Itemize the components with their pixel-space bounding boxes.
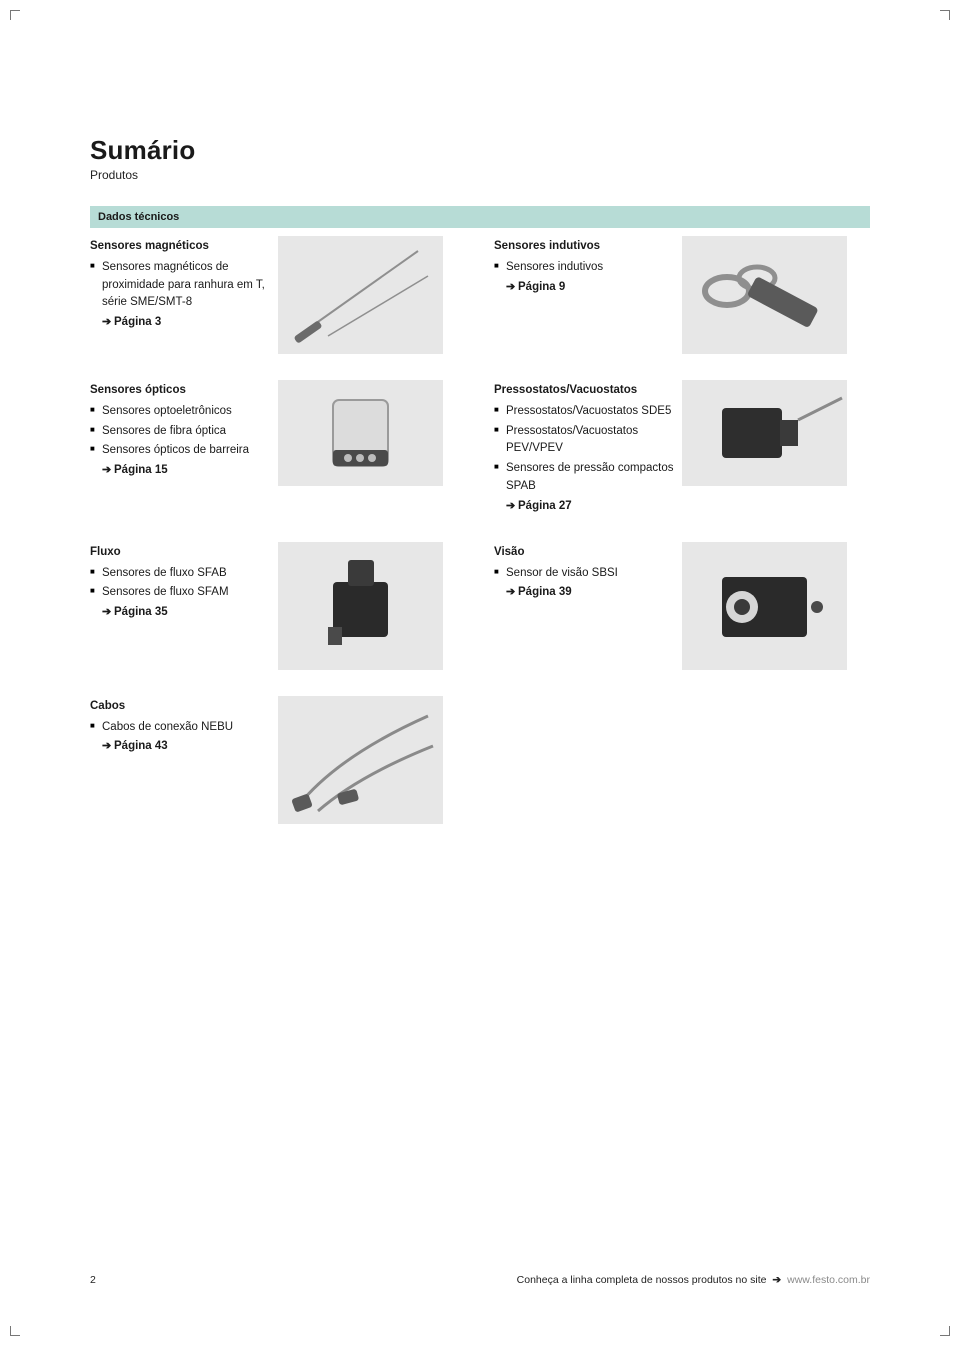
footer-url[interactable]: www.festo.com.br [787,1274,870,1286]
list-item: Sensores de fluxo SFAB [90,565,270,583]
footer: 2 Conheça a linha completa de nossos pro… [90,1274,870,1286]
section-flow: Fluxo Sensores de fluxo SFAB Sensores de… [90,542,270,670]
section-heading: Fluxo [90,544,270,562]
product-image-flow [278,542,443,670]
list-item: Sensores optoeletrônicos [90,403,270,421]
section-magnetic: Sensores magnéticos Sensores magnéticos … [90,236,270,354]
page-title: Sumário [90,135,870,166]
section-bar: Dados técnicos [90,206,870,228]
page-link[interactable]: Página 15 [90,462,270,480]
section-pressure: Pressostatos/Vacuostatos Pressostatos/Va… [494,380,674,516]
page-link[interactable]: Página 43 [90,738,270,756]
page-link[interactable]: Página 9 [494,279,674,297]
product-image-pressure [682,380,847,516]
section-heading: Pressostatos/Vacuostatos [494,382,674,400]
list-item: Sensores ópticos de barreira [90,442,270,460]
list-item: Sensores magnéticos de proximidade para … [90,259,270,312]
section-vision: Visão Sensor de visão SBSI Página 39 [494,542,674,670]
section-optical: Sensores ópticos Sensores optoeletrônico… [90,380,270,516]
crop-mark [10,1322,24,1336]
section-heading: Sensores magnéticos [90,238,270,256]
section-heading: Cabos [90,698,270,716]
section-inductive: Sensores indutivos Sensores indutivos Pá… [494,236,674,354]
product-image-optical [278,380,443,516]
page-link[interactable]: Página 3 [90,314,270,332]
arrow-icon: ➔ [772,1274,781,1286]
page-link[interactable]: Página 27 [494,498,674,516]
list-item: Pressostatos/Vacuostatos PEV/VPEV [494,423,674,459]
crop-mark [936,1322,950,1336]
product-image-vision [682,542,847,670]
list-item: Sensor de visão SBSI [494,565,674,583]
crop-mark [936,10,950,24]
section-heading: Sensores indutivos [494,238,674,256]
list-item: Sensores indutivos [494,259,674,277]
list-item: Sensores de pressão compactos SPAB [494,460,674,496]
section-heading: Visão [494,544,674,562]
product-image-cables [278,696,443,824]
footer-label: Conheça a linha completa de nossos produ… [517,1274,767,1286]
page-subtitle: Produtos [90,168,870,182]
page: Sumário Produtos Dados técnicos Sensores… [0,0,960,1346]
page-link[interactable]: Página 35 [90,604,270,622]
product-image-magnetic [278,236,443,354]
page-number: 2 [90,1274,96,1286]
list-item: Sensores de fluxo SFAM [90,584,270,602]
product-image-inductive [682,236,847,354]
content-grid: Sensores magnéticos Sensores magnéticos … [90,236,870,824]
list-item: Cabos de conexão NEBU [90,719,270,737]
list-item: Sensores de fibra óptica [90,423,270,441]
crop-mark [10,10,24,24]
page-link[interactable]: Página 39 [494,584,674,602]
section-heading: Sensores ópticos [90,382,270,400]
list-item: Pressostatos/Vacuostatos SDE5 [494,403,674,421]
section-cables: Cabos Cabos de conexão NEBU Página 43 [90,696,270,824]
footer-text: Conheça a linha completa de nossos produ… [517,1274,870,1286]
